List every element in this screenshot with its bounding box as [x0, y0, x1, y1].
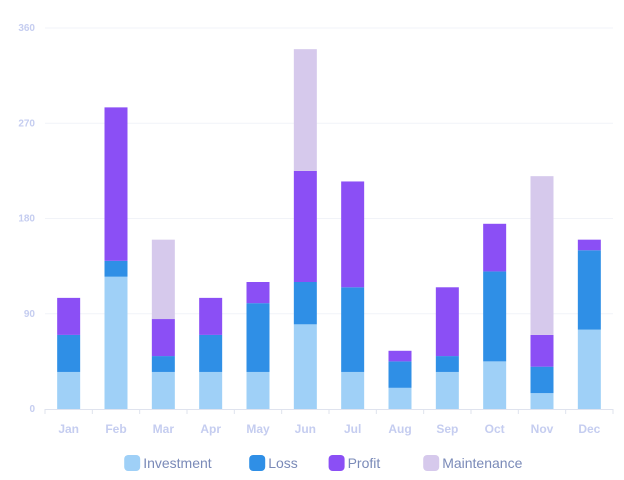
legend-swatch	[249, 455, 266, 471]
legend[interactable]: Investment Loss Profit Maintenance	[124, 455, 523, 471]
bar-segment-investment-dec[interactable]	[577, 329, 601, 409]
x-tick-label: Oct	[485, 422, 505, 436]
bar-segment-investment-sep[interactable]	[435, 371, 459, 409]
bar-segment-profit-jan[interactable]	[57, 297, 81, 335]
bar-segment-loss-jul[interactable]	[341, 287, 365, 372]
legend-label: Loss	[268, 455, 298, 471]
bar-segment-investment-jan[interactable]	[57, 371, 81, 409]
bar-segment-investment-jul[interactable]	[341, 371, 365, 409]
y-tick-label: 90	[24, 309, 36, 320]
bar-segment-loss-may[interactable]	[246, 303, 270, 372]
bar-segment-loss-nov[interactable]	[530, 366, 554, 394]
legend-item-loss[interactable]: Loss	[249, 455, 298, 471]
bar-segment-investment-nov[interactable]	[530, 393, 554, 409]
x-tick-label: May	[246, 422, 270, 436]
bar-segment-profit-jun[interactable]	[293, 170, 317, 282]
x-tick-label: Sep	[436, 422, 458, 436]
x-tick-label: Jul	[344, 422, 361, 436]
bar-segment-investment-oct[interactable]	[483, 361, 507, 409]
x-axis: Jan Feb Mar Apr May Jun Jul Aug Sep Oct Nov Dec	[44, 409, 614, 436]
legend-item-profit[interactable]: Profit	[328, 455, 381, 471]
bar-segment-maintenance-nov[interactable]	[530, 176, 554, 335]
x-tick-label: Feb	[105, 422, 126, 436]
bars	[57, 49, 601, 409]
bar-segment-maintenance-mar[interactable]	[151, 239, 175, 320]
legend-label: Profit	[348, 455, 381, 471]
x-tick-label: Jan	[58, 422, 79, 436]
bar-segment-investment-aug[interactable]	[388, 387, 412, 409]
y-tick-label: 360	[18, 23, 35, 34]
x-tick-label: Aug	[388, 422, 411, 436]
bar-segment-profit-mar[interactable]	[151, 319, 175, 357]
bar-segment-investment-apr[interactable]	[199, 371, 223, 409]
bar-segment-loss-dec[interactable]	[577, 250, 601, 330]
bar-segment-loss-mar[interactable]	[151, 356, 175, 372]
bar-segment-investment-mar[interactable]	[151, 371, 175, 409]
bar-segment-profit-sep[interactable]	[435, 287, 459, 357]
bar-segment-loss-jun[interactable]	[293, 282, 317, 325]
y-tick-label: 270	[18, 118, 35, 129]
bar-segment-investment-jun[interactable]	[293, 324, 317, 409]
grid-lines	[45, 27, 613, 315]
bar-segment-profit-jul[interactable]	[341, 181, 365, 288]
bar-segment-profit-nov[interactable]	[530, 334, 554, 367]
bar-segment-loss-aug[interactable]	[388, 361, 412, 388]
x-tick-label: Mar	[153, 422, 175, 436]
x-tick-label: Apr	[200, 422, 221, 436]
bar-segment-profit-may[interactable]	[246, 282, 270, 304]
bar-segment-loss-jan[interactable]	[57, 334, 81, 372]
x-tick-label: Dec	[578, 422, 600, 436]
bar-segment-investment-feb[interactable]	[104, 276, 128, 409]
legend-label: Maintenance	[442, 455, 522, 471]
bar-segment-loss-feb[interactable]	[104, 260, 128, 277]
x-tick-label: Jun	[295, 422, 316, 436]
bar-segment-profit-aug[interactable]	[388, 350, 412, 362]
y-tick-label: 180	[18, 214, 35, 225]
legend-item-maintenance[interactable]: Maintenance	[423, 455, 523, 471]
bar-segment-profit-feb[interactable]	[104, 107, 128, 261]
bar-segment-profit-dec[interactable]	[577, 239, 601, 251]
legend-swatch	[423, 455, 440, 471]
bar-segment-profit-oct[interactable]	[483, 223, 507, 272]
bar-segment-loss-sep[interactable]	[435, 356, 459, 372]
legend-label: Investment	[143, 455, 212, 471]
y-tick-label: 0	[29, 404, 35, 415]
y-axis: 0 90 180 270 360	[18, 23, 35, 415]
x-tick-label: Nov	[531, 422, 554, 436]
bar-segment-loss-apr[interactable]	[199, 334, 223, 372]
legend-swatch	[124, 455, 141, 471]
bar-segment-loss-oct[interactable]	[483, 271, 507, 362]
legend-swatch	[328, 455, 345, 471]
bar-segment-investment-may[interactable]	[246, 371, 270, 409]
bar-segment-maintenance-jun[interactable]	[293, 49, 317, 171]
bar-segment-profit-apr[interactable]	[199, 297, 223, 335]
legend-item-investment[interactable]: Investment	[124, 455, 212, 471]
